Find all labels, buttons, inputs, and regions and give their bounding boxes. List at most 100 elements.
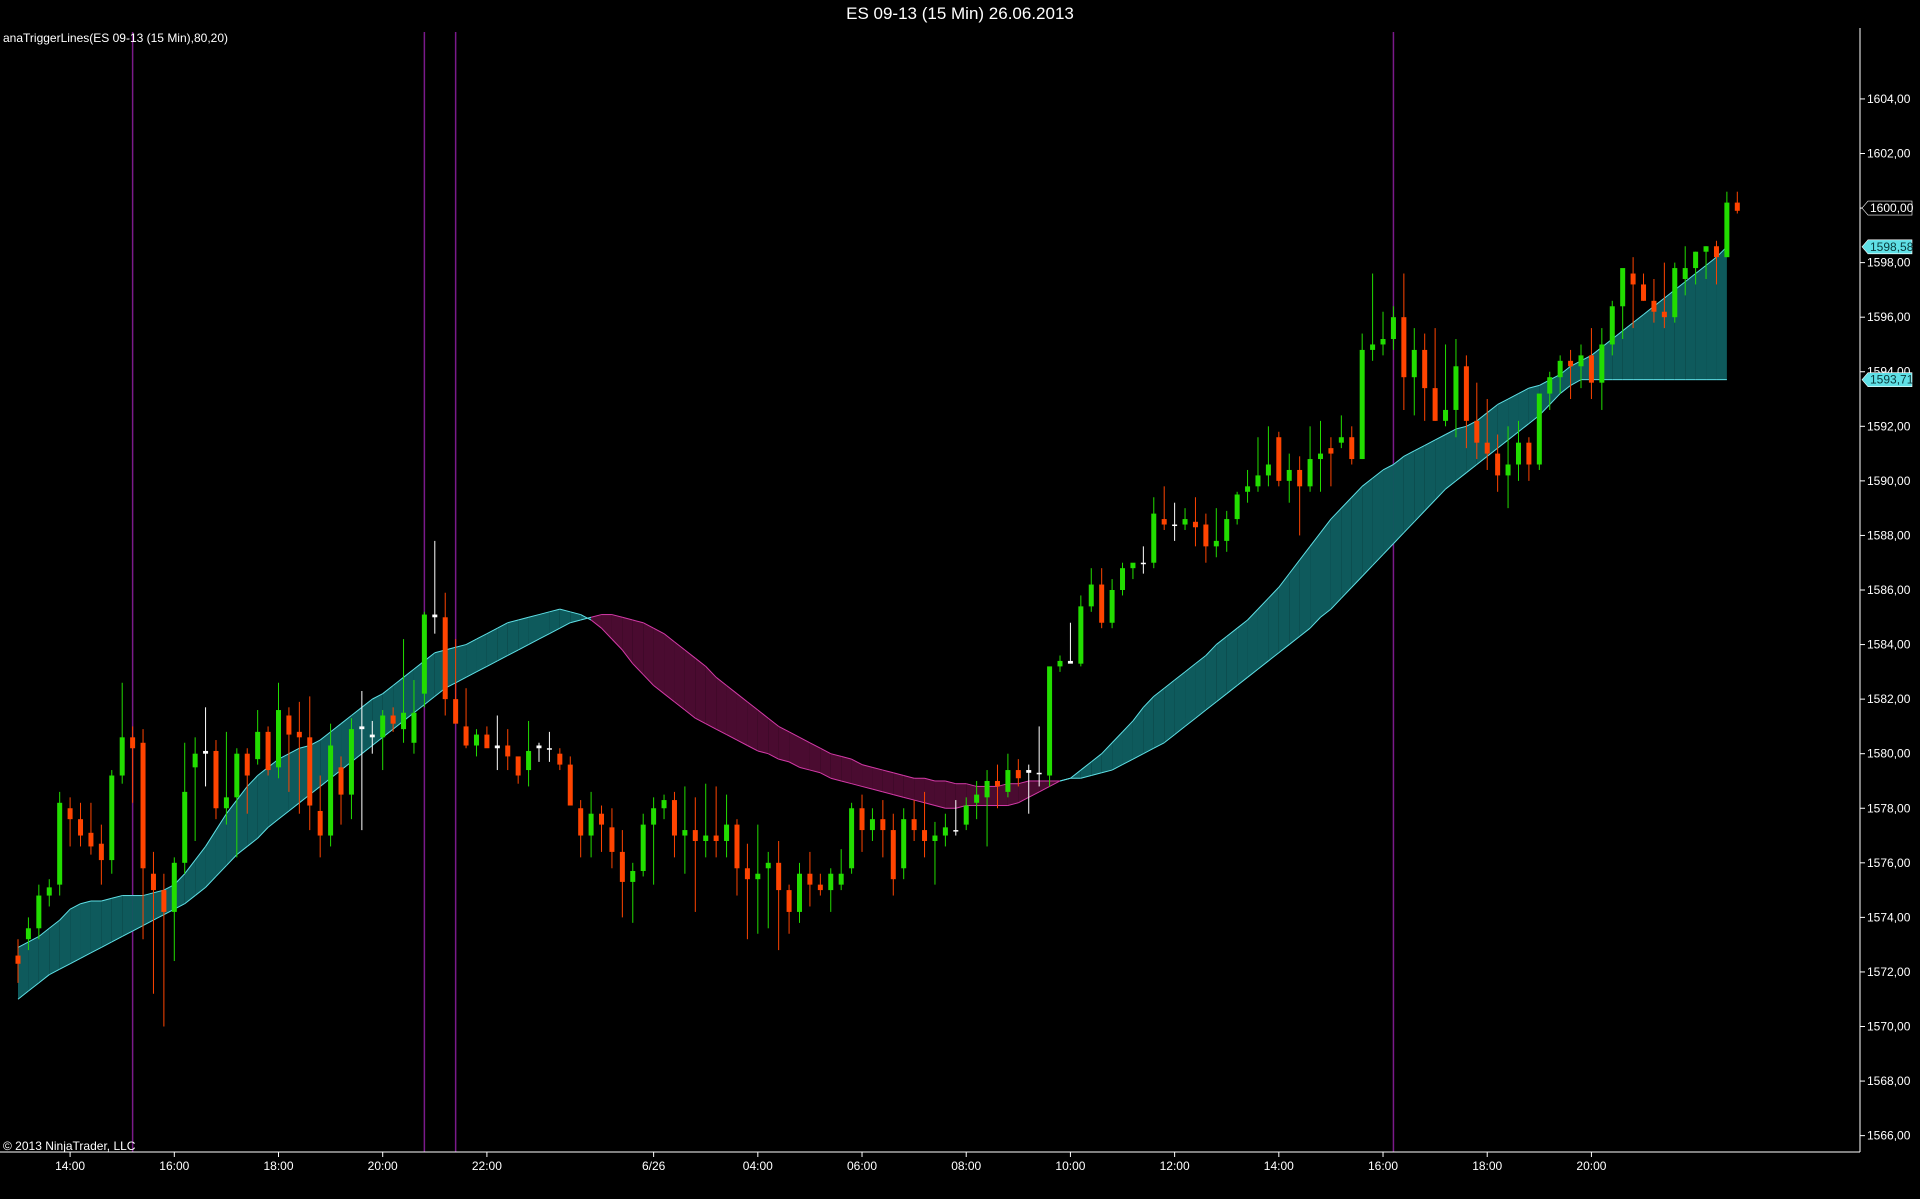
cloud-segment [257,767,269,839]
candle-body [1588,355,1594,383]
fast-trigger-line [861,785,873,790]
cloud-segment [1132,707,1144,760]
cloud-segment [997,783,1008,806]
fast-trigger-line [1247,608,1259,621]
fast-trigger-line [351,706,363,716]
fast-trigger-line [1038,785,1050,793]
fast-trigger-line [653,685,665,695]
slow-trigger-line [809,742,821,749]
fast-trigger-line [38,927,50,937]
candle-body [421,614,427,694]
candle-body [828,873,834,891]
fast-trigger-line [205,829,217,847]
candle-body [1067,660,1073,664]
price-markers: 1600,00 1598,58 1593,71 [1861,200,1914,387]
cloud-segment [1601,339,1613,380]
cloud-segment [1195,655,1206,719]
fast-trigger-line [570,611,581,616]
time-tick-label: 04:00 [743,1159,773,1173]
last-price-marker-label: 1600,00 [1870,201,1914,215]
slow-trigger-line [424,696,436,705]
slow-trigger-line [1236,676,1248,686]
slow-trigger-line [611,614,623,618]
cloud-segment [434,650,446,697]
candle-body [463,726,469,746]
cloud-segment [1247,609,1258,678]
candle-body [1109,590,1115,623]
candle-body [1422,349,1428,389]
cloud-segment [549,609,560,634]
time-axis-ticks: 14:00 16:00 18:00 20:00 22:00 6/26 04:00 06:00 0… [55,1152,1607,1173]
slow-trigger-line [538,633,550,640]
cloud-segment [1716,246,1727,380]
slow-trigger-line [1382,543,1394,555]
candle-body [1713,246,1719,258]
candle-body [1297,469,1303,487]
slow-trigger-line [674,641,686,651]
price-tick-label: 1596,00 [1867,310,1911,324]
price-axis[interactable] [0,28,1861,1153]
candle-body [994,780,1000,787]
cloud-segment [695,658,706,724]
fast-trigger-line [736,739,748,746]
time-tick-label: 22:00 [472,1159,502,1173]
cloud-segment [1445,429,1456,490]
candle-body [1672,268,1678,318]
price-chart[interactable]: 1604,001602,001600,001598,001596,001594,… [0,28,1920,1199]
fast-trigger-line [601,627,613,640]
fast-trigger-line [934,805,946,809]
cloud-segment [101,898,112,948]
candle-body [286,715,292,735]
candle-body [1161,519,1167,525]
cloud-segment [1403,450,1415,533]
fast-trigger-line [1163,679,1175,689]
fast-trigger-line [246,775,259,787]
fast-trigger-line [590,619,602,629]
slow-trigger-line [642,622,654,629]
time-tick-label: 6/26 [642,1159,666,1173]
cloud-segment [1299,546,1311,637]
candle-body [46,887,52,896]
cloud-segment [1341,497,1352,599]
candle-body [1120,568,1126,590]
cloud-segment [1487,404,1498,457]
slow-trigger-line [1330,597,1342,610]
candle-body [849,808,855,869]
cloud-segment [299,745,310,803]
slow-trigger-line [28,982,40,992]
fast-trigger-line [507,619,519,624]
slow-trigger-line [1518,423,1530,433]
fast-trigger-line [1007,802,1019,807]
slow-trigger-line [726,685,738,695]
price-tick-label: 1592,00 [1867,419,1911,433]
cloud-segment [28,936,39,992]
fast-trigger-line [1455,425,1467,430]
fast-trigger-line [1226,627,1238,637]
cloud-segment [736,693,748,746]
fast-trigger-line [69,903,81,910]
candle-body [255,731,261,760]
slow-trigger-line [747,701,759,711]
price-tick-label: 1568,00 [1867,1074,1911,1088]
candle-body [786,890,792,912]
candle-body [78,819,84,836]
fast-trigger-line [1215,635,1228,645]
cloud-segment [372,693,383,746]
price-tick-label: 1598,00 [1867,256,1911,270]
cloud-segment [664,633,675,702]
candle-body [1047,666,1053,776]
fast-trigger-line [215,813,227,831]
slow-trigger-line [236,846,248,856]
fast-trigger-line [48,919,60,929]
slow-trigger-line [194,886,206,896]
chart-panel[interactable]: 1604,001602,001600,001598,001596,001594,… [0,28,1920,1199]
fast-trigger-line [715,728,727,736]
slow-trigger-line [1174,726,1186,735]
cloud-segment [830,753,842,781]
cloud-segment [215,813,227,877]
chart-window-title: ES 09-13 (15 Min) 26.06.2013 [0,0,1920,28]
candle-body [1276,437,1282,481]
slow-trigger-line [1153,742,1165,749]
cloud-segment [591,614,602,629]
slow-trigger-line [59,963,71,970]
